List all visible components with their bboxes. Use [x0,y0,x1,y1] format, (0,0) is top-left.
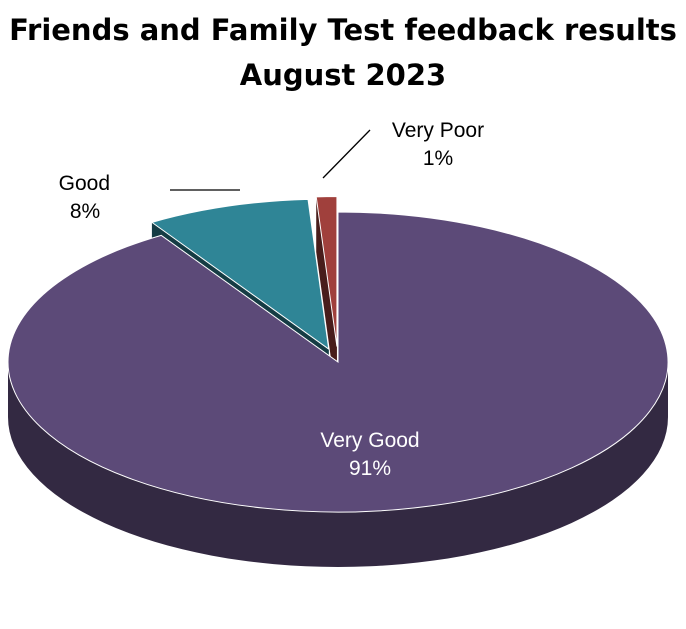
slice-label-value: 1% [423,147,453,170]
slice-outer-wall [8,362,668,567]
slice-label-name: Good [59,172,110,195]
slice-label-name: Very Poor [392,119,484,142]
slice-top-face [150,198,330,351]
pie-slice-very-poor [315,196,338,402]
chart-subtitle: August 2023 [239,58,447,92]
slice-label-value: 8% [70,200,100,223]
slice-side-wall [316,196,337,402]
slice-top-face [315,196,338,347]
slice-top-face [7,211,669,513]
chart-title: Friends and Family Test feedback results [9,13,677,47]
slice-label-value: 91% [349,457,391,480]
pie-slice-very-good [7,211,669,567]
leader-line [322,129,371,179]
slice-label-name: Very Good [320,429,419,452]
